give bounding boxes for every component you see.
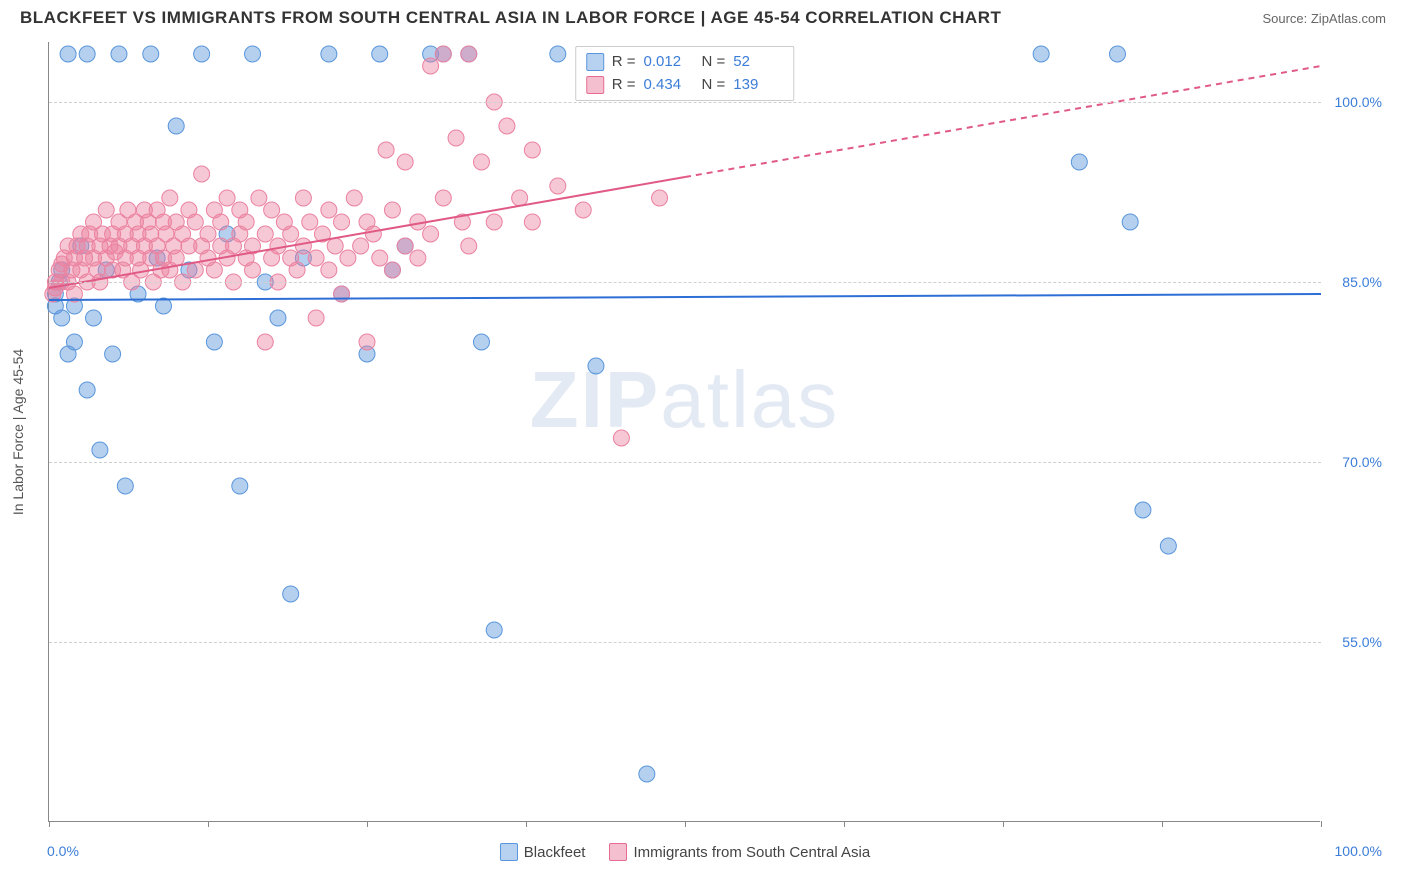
x-tick [526, 821, 527, 827]
r-label: R = [612, 51, 636, 74]
chart-title: BLACKFEET VS IMMIGRANTS FROM SOUTH CENTR… [20, 8, 1001, 28]
y-tick-label: 55.0% [1342, 634, 1382, 650]
legend-label: Immigrants from South Central Asia [633, 844, 870, 861]
legend-row: R = 0.012 N = 52 [586, 51, 784, 74]
legend-label: Blackfeet [524, 844, 586, 861]
source-label: Source: ZipAtlas.com [1262, 11, 1386, 26]
swatch-blackfeet [500, 843, 518, 861]
x-tick [49, 821, 50, 827]
legend-item: Immigrants from South Central Asia [609, 843, 870, 861]
n-label: N = [702, 51, 726, 74]
plot-container: In Labor Force | Age 45-54 ZIPatlas R = … [48, 42, 1388, 822]
n-value: 52 [733, 51, 783, 74]
x-min-label: 0.0% [47, 843, 79, 859]
series-legend: Blackfeet Immigrants from South Central … [49, 843, 1321, 861]
gridline [49, 642, 1321, 643]
x-tick [1321, 821, 1322, 827]
gridline [49, 102, 1321, 103]
r-value: 0.012 [644, 51, 694, 74]
y-tick-label: 70.0% [1342, 454, 1382, 470]
n-label: N = [702, 74, 726, 97]
legend-item: Blackfeet [500, 843, 586, 861]
correlation-legend: R = 0.012 N = 52 R = 0.434 N = 139 [575, 46, 795, 101]
gridline [49, 462, 1321, 463]
swatch-blackfeet [586, 53, 604, 71]
x-tick [1003, 821, 1004, 827]
y-tick-label: 85.0% [1342, 274, 1382, 290]
x-tick [1162, 821, 1163, 827]
x-tick [367, 821, 368, 827]
swatch-immigrants [586, 76, 604, 94]
y-tick-label: 100.0% [1335, 94, 1382, 110]
x-tick [208, 821, 209, 827]
x-tick [685, 821, 686, 827]
n-value: 139 [733, 74, 783, 97]
r-label: R = [612, 74, 636, 97]
gridline [49, 282, 1321, 283]
plot-area: ZIPatlas R = 0.012 N = 52 R = 0.434 N = … [48, 42, 1320, 822]
swatch-immigrants [609, 843, 627, 861]
chart-svg [49, 42, 1321, 822]
y-axis-title: In Labor Force | Age 45-54 [10, 349, 26, 515]
legend-row: R = 0.434 N = 139 [586, 74, 784, 97]
r-value: 0.434 [644, 74, 694, 97]
x-tick [844, 821, 845, 827]
x-max-label: 100.0% [1335, 843, 1382, 859]
